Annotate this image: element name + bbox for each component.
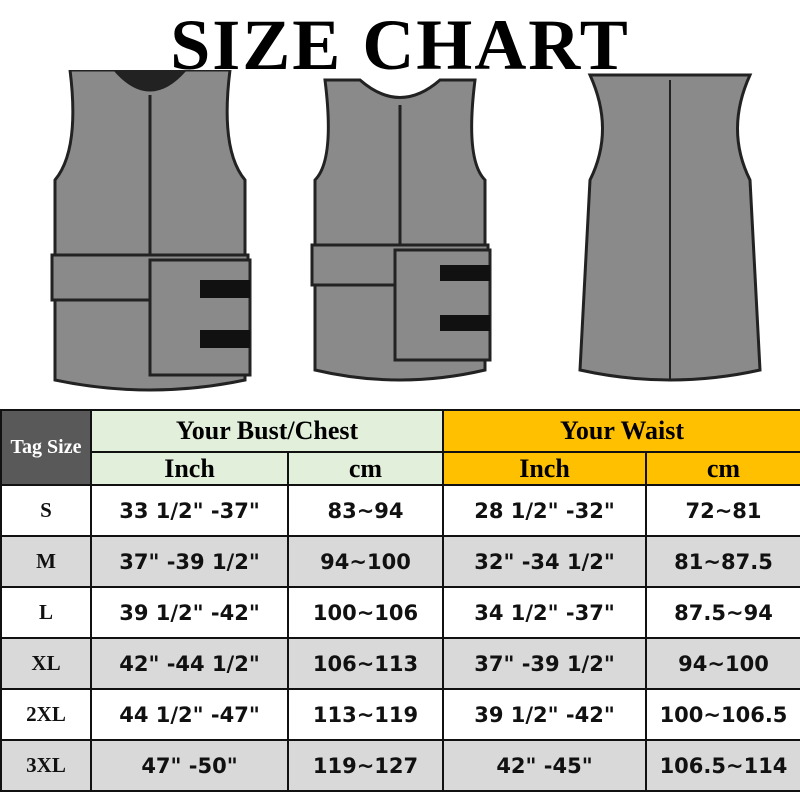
bust-cm-cell: 119~127 — [287, 739, 444, 792]
waist-inch-cell: 28 1/2" -32" — [442, 484, 647, 537]
page-title: SIZE CHART — [170, 5, 630, 85]
waist-inch-header: Inch — [442, 451, 647, 486]
product-photos — [0, 70, 800, 405]
table-row: S 33 1/2" -37" 83~94 28 1/2" -32" 72~81 — [0, 484, 800, 537]
waist-inch-cell: 32" -34 1/2" — [442, 535, 647, 588]
table-row: 3XL 47" -50" 119~127 42" -45" 106.5~114 — [0, 739, 800, 792]
waist-inch-cell: 42" -45" — [442, 739, 647, 792]
table-row: M 37" -39 1/2" 94~100 32" -34 1/2" 81~87.5 — [0, 535, 800, 588]
waist-inch-cell: 34 1/2" -37" — [442, 586, 647, 639]
size-cell: L — [0, 586, 92, 639]
vest-front-male-image — [50, 70, 252, 392]
waist-cm-cell: 81~87.5 — [645, 535, 800, 588]
vest-back-image — [578, 73, 762, 382]
size-cell: XL — [0, 637, 92, 690]
waist-cm-cell: 87.5~94 — [645, 586, 800, 639]
size-cell: S — [0, 484, 92, 537]
bust-inch-cell: 37" -39 1/2" — [90, 535, 289, 588]
table-row: XL 42" -44 1/2" 106~113 37" -39 1/2" 94~100 — [0, 637, 800, 690]
bust-cm-cell: 106~113 — [287, 637, 444, 690]
size-cell: 3XL — [0, 739, 92, 792]
waist-inch-cell: 37" -39 1/2" — [442, 637, 647, 690]
bust-header: Your Bust/Chest — [90, 409, 444, 453]
table-row: 2XL 44 1/2" -47" 113~119 39 1/2" -42" 100~10… — [0, 688, 800, 741]
bust-cm-cell: 100~106 — [287, 586, 444, 639]
waist-inch-cell: 39 1/2" -42" — [442, 688, 647, 741]
waist-cm-cell: 106.5~114 — [645, 739, 800, 792]
size-chart-table: Tag Size Your Bust/Chest Your Waist Inch… — [0, 409, 800, 792]
bust-inch-cell: 42" -44 1/2" — [90, 637, 289, 690]
bust-inch-cell: 47" -50" — [90, 739, 289, 792]
vest-front-female-image — [310, 78, 492, 382]
size-cell: M — [0, 535, 92, 588]
bust-cm-cell: 83~94 — [287, 484, 444, 537]
bust-cm-header: cm — [287, 451, 444, 486]
table-row: L 39 1/2" -42" 100~106 34 1/2" -37" 87.5~94 — [0, 586, 800, 639]
tag-size-header: Tag Size — [0, 409, 92, 486]
bust-inch-cell: 44 1/2" -47" — [90, 688, 289, 741]
waist-cm-cell: 94~100 — [645, 637, 800, 690]
waist-cm-cell: 100~106.5 — [645, 688, 800, 741]
waist-header: Your Waist — [442, 409, 800, 453]
waist-cm-cell: 72~81 — [645, 484, 800, 537]
bust-inch-cell: 33 1/2" -37" — [90, 484, 289, 537]
bust-cm-cell: 94~100 — [287, 535, 444, 588]
bust-inch-cell: 39 1/2" -42" — [90, 586, 289, 639]
size-cell: 2XL — [0, 688, 92, 741]
bust-inch-header: Inch — [90, 451, 289, 486]
waist-cm-header: cm — [645, 451, 800, 486]
bust-cm-cell: 113~119 — [287, 688, 444, 741]
